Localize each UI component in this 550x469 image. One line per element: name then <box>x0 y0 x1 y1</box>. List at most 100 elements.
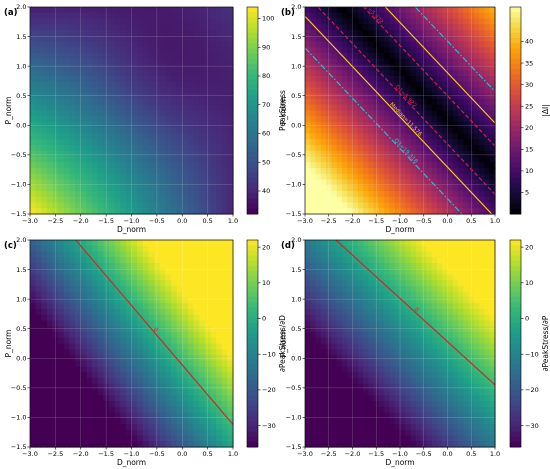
heat-cell <box>63 349 71 356</box>
heat-cell <box>331 70 338 77</box>
heat-cell <box>154 286 161 293</box>
heat-cell <box>389 64 396 71</box>
heat-cell <box>452 320 459 327</box>
heat-cell <box>484 208 491 215</box>
heat-cell <box>199 274 206 281</box>
heat-cell <box>75 257 82 264</box>
heat-cell <box>148 337 155 345</box>
heat-cell <box>92 372 99 379</box>
heat-cell <box>426 122 433 129</box>
heat-cell <box>347 179 354 186</box>
heat-cell <box>468 274 475 281</box>
heat-cell <box>484 145 491 152</box>
heat-cell <box>35 41 42 48</box>
heat-cell <box>368 274 375 281</box>
heat-cell <box>326 127 332 135</box>
colorbar-cell <box>510 63 521 70</box>
heat-cell <box>176 303 183 310</box>
heat-cell <box>103 337 110 345</box>
heat-cell <box>400 179 406 186</box>
heat-cell <box>165 47 172 54</box>
heat-cell <box>69 87 76 94</box>
heat-cell <box>352 251 359 258</box>
panel-label: (c) <box>4 241 17 251</box>
heat-cell <box>142 251 150 258</box>
heat-cell <box>326 24 332 31</box>
heat-cell <box>80 76 87 83</box>
heat-cell <box>86 395 93 402</box>
heat-cell <box>52 168 59 175</box>
heat-cell <box>108 168 116 175</box>
heat-cell <box>114 366 121 373</box>
heat-cell <box>35 383 42 391</box>
heat-cell <box>357 133 364 140</box>
heat-cell <box>415 314 422 322</box>
heat-cell <box>148 12 155 20</box>
heat-cell <box>63 372 71 379</box>
heat-cell <box>52 12 59 20</box>
heat-cell <box>368 47 375 54</box>
heat-cell <box>131 406 138 414</box>
heat-cell <box>46 81 54 89</box>
heat-cell <box>86 116 93 123</box>
heat-cell <box>458 41 464 48</box>
heat-cell <box>120 424 127 431</box>
heat-cell <box>473 35 480 43</box>
heat-cell <box>187 240 195 247</box>
heat-cell <box>108 332 116 339</box>
heat-cell <box>442 12 449 20</box>
heat-cell <box>331 185 338 192</box>
heat-cell <box>489 58 496 66</box>
heat-cell <box>373 133 380 140</box>
heat-cell <box>310 286 317 293</box>
heat-cell <box>305 355 311 362</box>
heat-cell <box>473 303 480 310</box>
heat-cell <box>473 110 480 117</box>
heat-cell <box>320 35 327 43</box>
heat-cell <box>30 383 37 391</box>
heat-cell <box>97 429 104 437</box>
contour-line <box>305 15 493 214</box>
heat-cell <box>103 173 110 181</box>
colorbar-cell <box>510 193 521 199</box>
heat-cell <box>204 263 212 270</box>
heat-cell <box>176 406 183 414</box>
heat-cell <box>378 303 385 310</box>
heat-cell <box>352 110 359 117</box>
heat-cell <box>216 30 223 37</box>
heat-cell <box>415 309 422 316</box>
heat-cell <box>46 179 54 186</box>
heat-cell <box>394 268 401 276</box>
heat-cell <box>489 343 496 350</box>
heat-cell <box>473 93 480 100</box>
heat-cell <box>447 7 454 14</box>
heat-cell <box>80 185 87 192</box>
heat-cell <box>108 12 116 20</box>
heat-cell <box>400 70 406 77</box>
heat-cell <box>63 378 71 385</box>
heat-cell <box>69 297 76 304</box>
heat-cell <box>165 401 172 408</box>
heat-cell <box>80 378 87 385</box>
heat-cell <box>114 291 121 299</box>
heat-cell <box>426 58 433 66</box>
colorbar-cell <box>247 136 258 143</box>
heat-cell <box>216 291 223 299</box>
heat-cell <box>415 162 422 169</box>
heat-cell <box>221 332 228 339</box>
heat-cell <box>41 133 48 140</box>
heat-cell <box>426 251 433 258</box>
heat-cell <box>92 383 99 391</box>
heat-cell <box>484 127 491 135</box>
heat-cell <box>131 286 138 293</box>
heat-cell <box>447 179 454 186</box>
heat-cell <box>204 441 212 448</box>
heat-cell <box>452 297 459 304</box>
heat-cell <box>216 314 223 322</box>
heat-cell <box>352 355 359 362</box>
heat-cell <box>125 274 133 281</box>
heat-cell <box>159 303 166 310</box>
heat-cell <box>357 127 364 135</box>
heat-cell <box>148 156 155 163</box>
heat-cell <box>103 286 110 293</box>
